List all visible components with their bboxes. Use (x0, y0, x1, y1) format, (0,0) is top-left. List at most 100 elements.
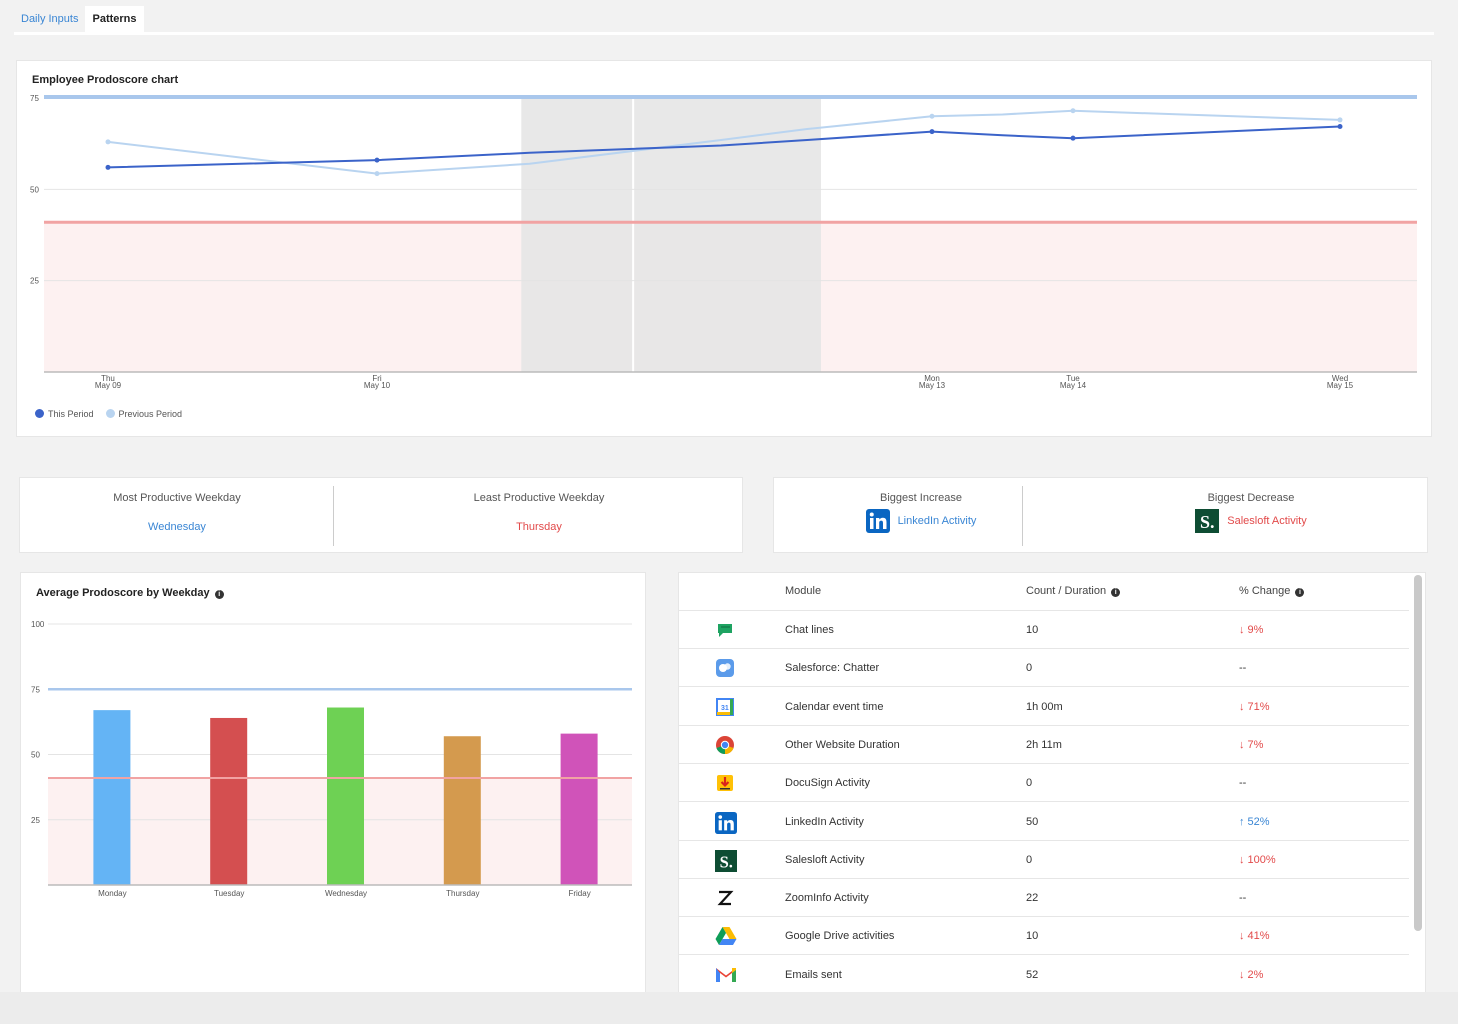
header-module[interactable]: Module (785, 585, 822, 597)
data-point (1337, 117, 1343, 123)
y-tick-label: 25 (31, 816, 40, 825)
least-productive-value: Thursday (516, 521, 562, 533)
table-row[interactable]: Other Website Duration 2h 11m ↓ 7% (679, 726, 1409, 764)
percent-change: -- (1239, 892, 1247, 905)
x-tick-date: May 09 (95, 381, 122, 390)
module-name: Chat lines (785, 624, 834, 636)
percent-change: ↑ 52% (1239, 815, 1270, 828)
x-tick-label: Monday (98, 889, 126, 898)
x-tick-date: May 13 (919, 381, 946, 390)
info-icon[interactable]: i (1295, 588, 1305, 597)
info-icon[interactable]: i (214, 590, 224, 599)
tab-underline (14, 32, 1434, 35)
y-tick-label: 50 (31, 751, 40, 760)
table-row[interactable]: ZoomInfo Activity 22 -- (679, 879, 1409, 918)
x-tick-day: Mon (924, 374, 940, 383)
header-change-label: % Change (1239, 585, 1291, 597)
biggest-increase: Biggest Increase LinkedIn Activity (774, 478, 1068, 554)
table-row[interactable]: Google Drive activities 10 ↓ 41% (679, 917, 1409, 956)
x-tick-day: Fri (372, 374, 382, 383)
bar-friday (560, 733, 598, 885)
x-tick-day: Tue (1066, 374, 1080, 383)
bar-chart-title: Average Prodoscore by Weekday i (36, 587, 224, 599)
biggest-decrease-label: Biggest Decrease (1207, 492, 1295, 504)
table-row[interactable]: DocuSign Activity 0 -- (679, 764, 1409, 803)
series-line-previous-period (107, 109, 1341, 175)
biggest-decrease-value[interactable]: Salesloft Activity (1227, 515, 1307, 527)
x-tick-label: Wednesday (325, 889, 367, 898)
x-tick-day: Thu (101, 374, 115, 383)
docusign-icon (715, 773, 735, 793)
bar-tuesday (210, 717, 248, 885)
table-row[interactable]: LinkedIn Activity 50 ↑ 52% (679, 803, 1409, 841)
module-name: DocuSign Activity (785, 777, 870, 790)
biggest-increase-value[interactable]: LinkedIn Activity (897, 515, 977, 527)
header-count[interactable]: Count / Duration i (1026, 585, 1121, 597)
table-row[interactable]: Emails sent 52 ↓ 2% (679, 956, 1409, 994)
stat-divider (1022, 486, 1023, 546)
module-name: LinkedIn Activity (785, 815, 864, 828)
table-row[interactable]: Chat lines 10 ↓ 9% (679, 611, 1409, 649)
module-name: Calendar event time (785, 700, 884, 713)
y-tick-label: 50 (30, 185, 39, 194)
percent-change: ↓ 100% (1239, 853, 1276, 866)
percent-change: ↓ 7% (1239, 738, 1264, 751)
chart-legend: This Period Previous Period (35, 409, 182, 419)
x-tick-date: May 10 (364, 381, 391, 390)
chrome-icon (715, 735, 735, 755)
count-duration: 0 (1026, 662, 1033, 675)
zoominfo-icon (715, 888, 735, 908)
biggest-increase-label: Biggest Increase (880, 492, 962, 504)
svg-text:31: 31 (721, 705, 729, 712)
salesloft-icon: S. (1195, 509, 1220, 533)
biggest-decrease: Biggest Decrease S. Salesloft Activity (1128, 478, 1374, 554)
table-row[interactable]: Salesforce: Chatter 0 -- (679, 649, 1409, 688)
count-duration: 50 (1026, 815, 1039, 828)
gmail-icon (715, 965, 736, 985)
legend-this-period[interactable]: This Period (35, 409, 94, 419)
page-footer-strip (0, 992, 1458, 1024)
count-duration: 2h 11m (1026, 738, 1062, 751)
percent-change: -- (1239, 777, 1247, 790)
tab-patterns[interactable]: Patterns (85, 6, 144, 32)
table-row[interactable]: S. Salesloft Activity 0 ↓ 100% (679, 841, 1409, 879)
bar-thursday (443, 736, 481, 885)
info-icon[interactable]: i (1111, 588, 1121, 597)
x-tick-label: Tuesday (214, 889, 244, 898)
x-tick-date: May 15 (1327, 381, 1354, 390)
legend-previous-period[interactable]: Previous Period (105, 409, 183, 419)
highlight-band (521, 98, 821, 372)
table-header: Module Count / Duration i % Change i (679, 573, 1409, 611)
count-duration: 1h 00m (1026, 700, 1063, 713)
biggest-decrease-module: S. Salesloft Activity (1128, 509, 1374, 533)
table-row[interactable]: 31 Calendar event time 1h 00m ↓ 71% (679, 688, 1409, 726)
module-name: ZoomInfo Activity (785, 892, 869, 905)
least-productive-weekday: Least Productive Weekday Thursday (334, 478, 744, 554)
weekday-bar-chart-card: 25 50 75 100 Monday Tuesday Wednesday Thursday F… (20, 572, 646, 1002)
data-point (929, 129, 935, 135)
module-name: Emails sent (785, 968, 842, 981)
x-tick-label: Friday (568, 889, 590, 898)
module-change-card: Biggest Increase LinkedIn Activity Bigge… (773, 477, 1428, 553)
header-change[interactable]: % Change i (1239, 585, 1305, 597)
data-point (1070, 108, 1076, 114)
data-point (105, 139, 111, 145)
y-tick-label: 75 (31, 685, 40, 694)
percent-change: ↓ 71% (1239, 700, 1270, 713)
legend-previous-period-label: Previous Period (118, 409, 183, 419)
series-line-this-period (107, 125, 1341, 169)
calendar-icon: 31 (715, 697, 735, 717)
legend-previous-period-swatch (105, 409, 115, 418)
y-tick-label: 75 (30, 94, 39, 103)
data-point (105, 164, 111, 170)
svg-text:S.: S. (1200, 512, 1215, 532)
data-point (1070, 135, 1076, 141)
tab-daily-inputs[interactable]: Daily Inputs (14, 6, 86, 32)
chat-icon (715, 620, 735, 640)
table-scrollbar[interactable] (1414, 575, 1422, 931)
bar-wednesday (327, 707, 364, 885)
